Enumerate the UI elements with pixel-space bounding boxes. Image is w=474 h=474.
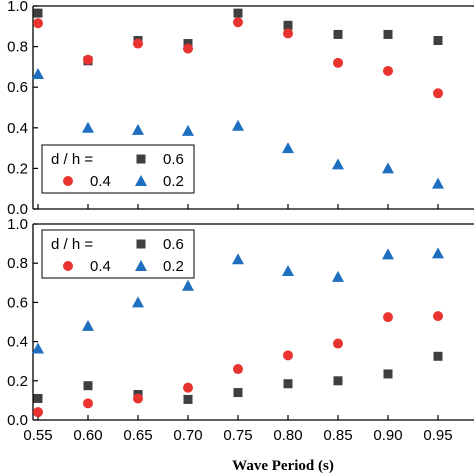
legend-label: 0.2 [163,173,184,190]
data-point-triangle [132,296,144,308]
data-point-circle [333,57,343,68]
data-point-circle [433,311,443,322]
data-point-circle [283,28,293,39]
data-point-triangle [332,158,344,170]
data-point-square [33,393,43,403]
y-tick-label: 0.8 [7,255,28,272]
legend-label: 0.4 [90,258,111,275]
x-tick-label: 0.85 [323,427,352,444]
data-point-triangle [32,342,44,354]
x-tick-label: 0.55 [23,427,52,444]
data-point-square [333,29,343,39]
data-point-square [233,388,243,398]
data-point-triangle [382,162,394,174]
data-point-square [183,394,193,404]
data-point-square [333,376,343,386]
data-point-square [33,8,43,18]
y-tick-label: 0.6 [7,79,28,96]
data-point-circle [83,54,93,65]
data-point-triangle [232,253,244,265]
y-tick-label: 0.6 [7,294,28,311]
y-tick-label: 0.8 [7,39,28,56]
data-point-square [233,8,243,18]
data-point-triangle [82,121,94,133]
data-point-triangle [182,279,194,291]
data-point-circle [133,38,143,49]
data-point-square [283,20,293,30]
data-point-triangle [332,270,344,282]
y-tick-label: 0.2 [7,373,28,390]
data-point-circle [183,43,193,54]
x-tick-label: 0.95 [423,427,452,444]
data-point-circle [133,393,143,404]
y-tick-label: 0.0 [7,201,28,218]
data-point-circle [233,17,243,28]
legend-label: 0.6 [163,151,184,168]
legend-label: 0.6 [163,236,184,253]
x-axis-label: Wave Period (s) [232,458,334,474]
x-tick-label: 0.75 [223,427,252,444]
legend: d / h = 0.6 0.4 0.2 [41,229,195,279]
data-point-triangle [82,319,94,331]
legend-label: 0.2 [163,258,184,275]
data-point-triangle [432,177,444,189]
data-point-circle [33,18,43,29]
data-point-circle [183,382,193,393]
data-point-circle [333,338,343,349]
x-tick-label: 0.90 [373,427,402,444]
data-point-triangle [282,142,294,154]
y-tick-label: 0.0 [7,412,28,429]
data-point-square [383,29,393,39]
data-point-circle [383,312,393,323]
data-point-triangle [32,68,44,80]
legend-marker-square [136,154,146,164]
legend-marker-circle [63,261,73,271]
y-tick-label: 0.4 [7,120,28,137]
data-point-square [183,39,193,49]
x-tick-label: 0.60 [73,427,102,444]
y-tick-label: 1.0 [7,0,28,15]
data-point-circle [33,407,43,418]
y-tick-label: 0.2 [7,160,28,177]
x-tick-label: 0.70 [173,427,202,444]
legend-title: d / h = [51,151,93,168]
legend-label: 0.4 [90,173,111,190]
legend-marker-circle [63,176,73,186]
top-panel: 0.0 0.2 0.4 0.6 0.8 1.0 d / h = 0.6 0.4 0.2 [7,0,474,218]
data-point-triangle [282,265,294,277]
legend: d / h = 0.6 0.4 0.2 [41,144,195,194]
data-point-square [433,36,443,46]
data-point-square [83,381,93,391]
legend-marker-triangle [135,260,147,271]
y-tick-label: 1.0 [7,216,28,233]
legend-marker-triangle [135,175,147,186]
data-point-circle [283,350,293,361]
data-point-circle [433,88,443,99]
data-point-triangle [432,247,444,259]
bottom-panel: 0.0 0.2 0.4 0.6 0.8 1.0 0.55 0.60 0.65 0.70 0.75 0.… [7,216,474,444]
data-point-circle [83,398,93,409]
data-point-square [383,369,393,379]
data-point-triangle [182,124,194,136]
data-point-triangle [382,248,394,260]
legend-marker-square [136,239,146,249]
data-point-square [283,379,293,389]
y-tick-label: 0.4 [7,334,28,351]
data-point-triangle [132,123,144,135]
data-point-circle [383,65,393,76]
legend-title: d / h = [51,236,93,253]
data-point-circle [233,364,243,375]
x-tick-label: 0.80 [273,427,302,444]
data-point-square [433,351,443,361]
data-point-triangle [232,119,244,131]
x-tick-label: 0.65 [123,427,152,444]
